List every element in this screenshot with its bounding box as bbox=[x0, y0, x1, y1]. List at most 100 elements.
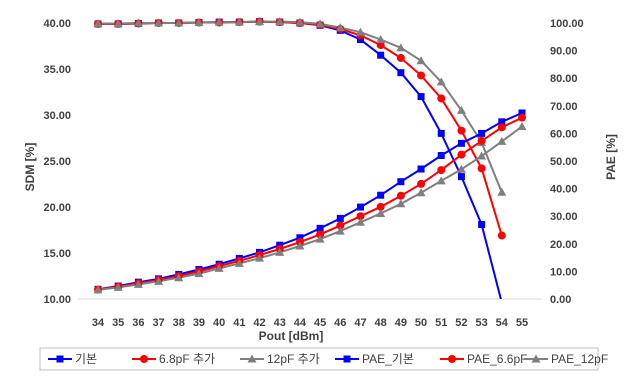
data-point-1 bbox=[417, 93, 425, 101]
left-tick-label: 25.00 bbox=[43, 156, 71, 168]
data-point-6 bbox=[436, 176, 446, 185]
data-point-5 bbox=[356, 212, 365, 221]
legend-swatch-marker bbox=[448, 355, 456, 363]
data-point-4 bbox=[498, 118, 506, 126]
tick-labels: 34 35 36 37 38 39 40 41 42 43 44 45 46 47 48 49 50 51 52 53… bbox=[43, 18, 583, 329]
x-tick-label: 51 bbox=[435, 317, 447, 329]
right-tick-label: 90.00 bbox=[550, 46, 578, 58]
data-point-6 bbox=[517, 122, 527, 130]
data-point-4 bbox=[336, 214, 344, 222]
x-tick-label: 41 bbox=[233, 317, 245, 329]
markers-group bbox=[93, 17, 527, 294]
data-point-5 bbox=[316, 230, 325, 239]
x-tick-label: 39 bbox=[193, 317, 205, 329]
data-point-2 bbox=[417, 71, 426, 80]
data-point-6 bbox=[315, 234, 325, 243]
x-tick-label: 47 bbox=[354, 317, 366, 329]
legend-swatch-marker bbox=[247, 354, 257, 363]
data-point-4 bbox=[296, 234, 304, 242]
data-point-4 bbox=[478, 129, 486, 137]
series-line-4 bbox=[97, 112, 523, 291]
data-point-6 bbox=[133, 279, 143, 288]
data-point-6 bbox=[497, 136, 507, 145]
data-point-3 bbox=[436, 77, 446, 86]
data-point-4 bbox=[356, 203, 364, 211]
legend-label: PAE_6.6pF bbox=[467, 352, 527, 366]
x-tick-label: 35 bbox=[112, 317, 124, 329]
legend-label: PAE_기본 bbox=[362, 352, 414, 366]
data-point-3 bbox=[255, 17, 265, 26]
legend: 기본 6.8pF 추가 12pF 추가 PAE_기본 PAE_6.6pF PAE_12pF bbox=[39, 347, 608, 371]
data-point-6 bbox=[194, 269, 204, 278]
right-tick-label: 30.00 bbox=[550, 211, 578, 223]
data-point-4 bbox=[437, 151, 445, 159]
data-point-5 bbox=[417, 179, 426, 188]
data-point-2 bbox=[477, 164, 486, 173]
data-point-3 bbox=[497, 187, 507, 196]
legend-swatch-marker bbox=[531, 354, 541, 363]
x-axis-title: Pout [dBm] bbox=[259, 329, 324, 343]
data-point-4 bbox=[397, 178, 405, 186]
legend-label: 기본 bbox=[75, 352, 97, 366]
data-point-3 bbox=[295, 17, 305, 26]
data-point-3 bbox=[315, 19, 325, 28]
series-line-6 bbox=[97, 125, 523, 291]
data-point-5 bbox=[477, 136, 486, 145]
data-point-2 bbox=[396, 53, 405, 62]
data-point-3 bbox=[174, 18, 184, 27]
right-tick-label: 80.00 bbox=[550, 73, 578, 85]
data-point-6 bbox=[255, 253, 265, 262]
right-axis-title: PAE [%] bbox=[604, 134, 618, 180]
data-point-3 bbox=[133, 18, 143, 27]
data-point-2 bbox=[437, 94, 446, 103]
data-point-6 bbox=[214, 263, 224, 272]
legend-label: 6.8pF 추가 bbox=[159, 352, 215, 366]
x-tick-label: 42 bbox=[253, 317, 265, 329]
data-point-5 bbox=[396, 191, 405, 200]
data-point-6 bbox=[396, 199, 406, 208]
data-point-3 bbox=[154, 18, 164, 27]
left-tick-label: 20.00 bbox=[43, 202, 71, 214]
data-point-5 bbox=[457, 150, 466, 159]
data-point-3 bbox=[396, 43, 406, 52]
x-tick-label: 52 bbox=[455, 317, 467, 329]
data-point-6 bbox=[154, 276, 164, 285]
data-point-4 bbox=[457, 139, 465, 147]
x-tick-label: 45 bbox=[314, 317, 326, 329]
x-tick-label: 55 bbox=[516, 317, 528, 329]
data-point-3 bbox=[355, 27, 365, 36]
x-tick-label: 50 bbox=[415, 317, 427, 329]
data-point-3 bbox=[214, 17, 224, 26]
data-point-5 bbox=[376, 202, 385, 211]
series-line-5 bbox=[97, 116, 523, 291]
right-tick-label: 20.00 bbox=[550, 239, 578, 251]
x-tick-label: 54 bbox=[496, 317, 509, 329]
data-point-3 bbox=[275, 17, 285, 26]
data-point-3 bbox=[93, 18, 103, 27]
data-point-6 bbox=[234, 258, 244, 267]
data-point-6 bbox=[416, 188, 426, 197]
x-tick-label: 46 bbox=[334, 317, 346, 329]
legend-label: PAE_12pF bbox=[551, 352, 608, 366]
right-tick-label: 70.00 bbox=[550, 101, 578, 113]
data-point-3 bbox=[234, 17, 244, 26]
data-point-3 bbox=[335, 23, 345, 32]
series-group bbox=[97, 20, 523, 299]
left-tick-label: 35.00 bbox=[43, 64, 71, 76]
x-tick-label: 38 bbox=[173, 317, 185, 329]
x-tick-label: 36 bbox=[132, 317, 144, 329]
legend-swatch-marker bbox=[140, 355, 148, 363]
x-tick-label: 44 bbox=[294, 317, 307, 329]
data-point-3 bbox=[416, 56, 426, 65]
data-point-2 bbox=[457, 126, 466, 135]
x-tick-label: 53 bbox=[475, 317, 487, 329]
data-point-3 bbox=[456, 105, 466, 114]
left-tick-label: 10.00 bbox=[43, 294, 71, 306]
legend-swatch-marker bbox=[343, 355, 351, 363]
data-point-1 bbox=[397, 69, 405, 77]
data-point-1 bbox=[478, 220, 486, 228]
right-tick-label: 50.00 bbox=[550, 156, 578, 168]
data-point-4 bbox=[417, 165, 425, 173]
